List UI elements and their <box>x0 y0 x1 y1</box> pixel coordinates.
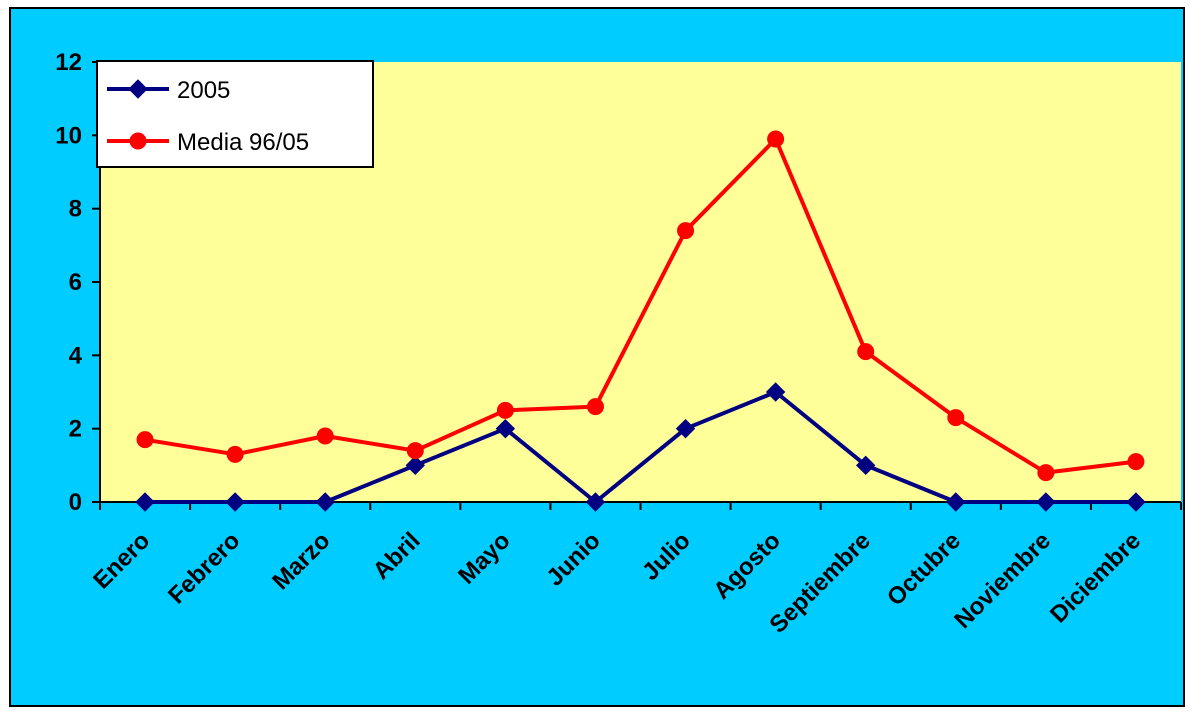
x-tick-label: Marzo <box>267 527 335 595</box>
data-point <box>405 455 425 476</box>
y-tick-labels: 0 2 4 6 8 10 12 <box>55 49 82 516</box>
y-tick-label: 12 <box>55 49 82 76</box>
x-tick-label: Febrero <box>163 527 245 609</box>
data-point <box>225 492 245 512</box>
x-tick-label: Noviembre <box>949 527 1056 634</box>
data-point <box>495 418 516 439</box>
legend-swatch-marker <box>129 132 147 150</box>
data-point <box>585 492 606 512</box>
x-tick-label: Octubre <box>882 527 966 611</box>
data-point <box>136 431 154 449</box>
legend: 2005 Media 96/05 <box>96 60 374 168</box>
x-tick-label: Julio <box>637 527 696 586</box>
x-tick-label: Mayo <box>453 527 515 589</box>
data-point <box>226 445 244 463</box>
y-tick-label: 8 <box>69 196 82 223</box>
data-point <box>677 222 695 240</box>
series-line <box>144 137 1137 475</box>
legend-box <box>96 60 374 168</box>
data-point <box>586 398 604 416</box>
y-tick-label: 10 <box>55 122 82 149</box>
data-point <box>857 343 875 361</box>
y-tick-label: 4 <box>69 342 83 369</box>
data-point <box>765 382 786 402</box>
y-tick-label: 2 <box>69 416 82 443</box>
data-point <box>315 492 335 512</box>
data-point <box>1126 492 1146 512</box>
x-tick-label: Enero <box>88 527 155 594</box>
data-point <box>406 442 424 460</box>
data-point <box>1036 492 1056 512</box>
data-point <box>947 409 965 427</box>
data-point <box>856 455 876 476</box>
y-tick-label: 6 <box>69 269 82 296</box>
data-point <box>1037 464 1055 482</box>
data-point <box>1127 453 1145 471</box>
legend-label: Media 96/05 <box>177 129 309 156</box>
data-point <box>675 418 696 439</box>
x-tick-label: Junio <box>541 527 605 591</box>
line-chart: 0 2 4 6 8 10 12 Enero Febrero Marzo Abril Mayo Juni… <box>55 49 1182 639</box>
y-tick-label: 0 <box>69 489 82 516</box>
data-point <box>767 130 785 148</box>
series-layer <box>135 130 1146 512</box>
data-point <box>135 492 155 512</box>
legend-label: 2005 <box>177 77 230 104</box>
legend-swatch-marker <box>128 79 148 99</box>
series-b <box>136 130 1145 482</box>
x-tick-label: Diciembre <box>1045 527 1146 628</box>
series-a <box>135 382 1146 512</box>
data-point <box>316 427 334 445</box>
data-point <box>946 492 966 512</box>
x-tick-label: Abril <box>368 527 426 585</box>
data-point <box>496 401 514 419</box>
chart-area: 0 2 4 6 8 10 12 Enero Febrero Marzo Abril Mayo Juni… <box>9 7 1185 707</box>
x-tick-label: Agosto <box>708 527 786 605</box>
x-tick-labels: Enero Febrero Marzo Abril Mayo Junio Julio Agos… <box>88 527 1146 639</box>
series-line <box>145 390 1136 504</box>
